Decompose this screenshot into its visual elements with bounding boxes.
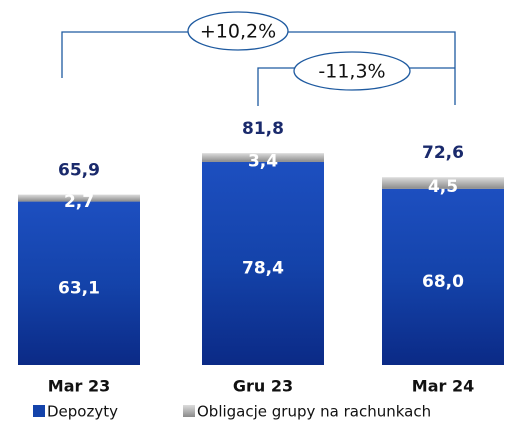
bar-segment (382, 188, 504, 365)
value-label: 63,1 (58, 278, 100, 298)
category-label: Mar 24 (412, 377, 474, 396)
annotation-bubble (187, 11, 289, 51)
total-label: 65,9 (58, 160, 100, 180)
category-label: Mar 23 (48, 377, 110, 396)
legend-label: Depozyty (47, 403, 118, 421)
total-label: 81,8 (242, 119, 284, 139)
bar-segment (18, 194, 140, 202)
annotation-bubble (293, 51, 411, 91)
value-label: 68,0 (422, 272, 464, 292)
category-label: Gru 23 (233, 377, 293, 396)
value-label: 4,5 (428, 177, 458, 197)
bar-segment (18, 201, 140, 365)
annotation: +10,2% (200, 21, 276, 43)
bar-segment (382, 177, 504, 189)
value-label: 78,4 (242, 258, 284, 278)
legend-swatch (33, 405, 45, 417)
value-label: 2,7 (64, 192, 94, 212)
bar-segment (202, 153, 324, 162)
legend-label: Obligacje grupy na rachunkach (197, 403, 431, 421)
legend-swatch (183, 405, 195, 417)
total-label: 72,6 (422, 143, 464, 163)
bar-segment (202, 161, 324, 365)
annotation: -11,3% (318, 61, 385, 83)
value-label: 3,4 (248, 152, 278, 172)
